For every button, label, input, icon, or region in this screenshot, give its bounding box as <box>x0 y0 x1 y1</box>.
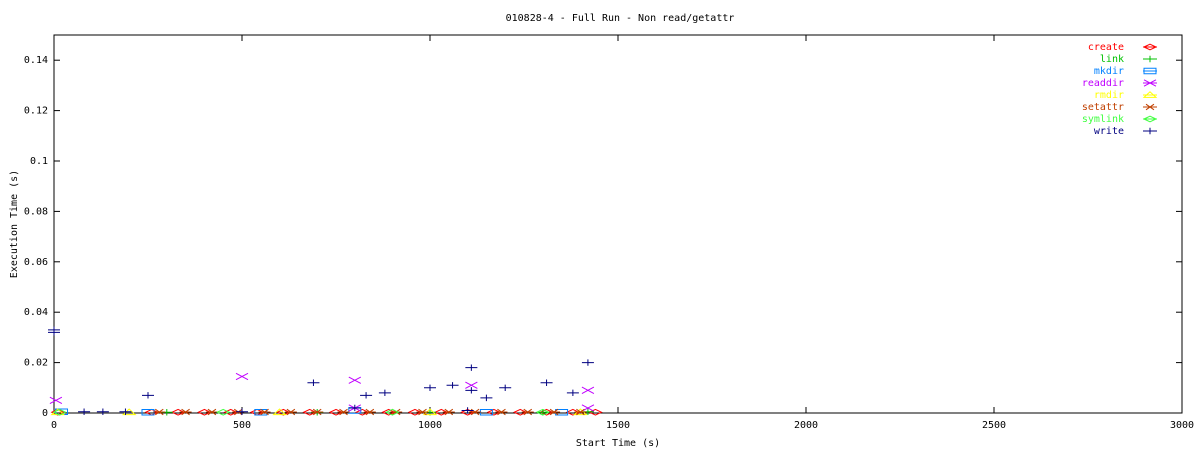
point <box>521 408 534 416</box>
point <box>465 381 478 389</box>
x-tick-label: 3000 <box>1170 420 1194 431</box>
point <box>363 408 376 416</box>
chart-title: 010828-4 - Full Run - Non read/getattr <box>506 13 735 24</box>
point <box>461 407 474 414</box>
point <box>119 408 132 415</box>
y-tick-label: 0.12 <box>24 106 48 117</box>
point <box>446 382 459 389</box>
point <box>479 408 493 416</box>
point <box>548 408 561 416</box>
y-tick-label: 0.04 <box>24 307 48 318</box>
point <box>499 384 512 391</box>
legend-label: readdir <box>1082 78 1124 89</box>
point <box>153 408 166 416</box>
point <box>574 408 587 416</box>
legend-label: create <box>1088 42 1124 53</box>
point <box>385 408 400 416</box>
y-axis-label: Execution Time (s) <box>9 170 20 278</box>
legend-label: symlink <box>1082 114 1124 125</box>
point <box>235 372 249 381</box>
x-axis-label: Start Time (s) <box>576 438 660 449</box>
point <box>179 408 192 416</box>
point <box>581 359 594 366</box>
point <box>96 408 109 415</box>
point <box>272 408 287 416</box>
point <box>307 379 320 386</box>
point <box>540 379 553 386</box>
point <box>581 386 595 394</box>
x-tick-label: 2000 <box>794 420 818 431</box>
point <box>566 389 579 397</box>
point <box>348 404 361 412</box>
point <box>465 387 478 394</box>
point <box>216 408 231 416</box>
point <box>480 394 493 402</box>
point <box>337 408 350 416</box>
x-tick-label: 1000 <box>418 420 442 431</box>
point <box>236 408 248 415</box>
point <box>495 408 508 416</box>
legend-label: write <box>1094 126 1124 137</box>
point <box>78 408 91 415</box>
point <box>536 409 549 416</box>
point <box>48 329 60 336</box>
x-tick-label: 0 <box>51 420 57 431</box>
x-tick-label: 1500 <box>606 420 630 431</box>
point <box>142 392 154 399</box>
point <box>378 389 391 397</box>
point <box>141 408 155 416</box>
y-tick-label: 0 <box>42 408 48 419</box>
y-tick-label: 0.06 <box>24 257 48 268</box>
x-tick-label: 500 <box>233 420 251 431</box>
point <box>254 408 268 416</box>
legend-label: setattr <box>1082 102 1124 113</box>
point <box>311 408 324 416</box>
point <box>205 408 218 416</box>
point <box>424 384 436 391</box>
point <box>416 408 429 416</box>
point <box>49 396 63 405</box>
y-tick-label: 0.02 <box>24 358 48 369</box>
y-tick-label: 0.1 <box>30 156 48 167</box>
point <box>535 408 550 416</box>
point <box>442 408 455 416</box>
point <box>348 376 362 384</box>
legend-label: mkdir <box>1094 66 1124 77</box>
legend-label: rmdir <box>1094 90 1124 101</box>
point <box>258 408 271 416</box>
x-tick-label: 2500 <box>982 420 1006 431</box>
point <box>52 408 67 416</box>
point <box>465 364 478 371</box>
legend-marker <box>1143 67 1157 75</box>
point <box>360 392 373 399</box>
y-tick-label: 0.14 <box>24 55 48 66</box>
point <box>284 408 297 416</box>
y-tick-label: 0.08 <box>24 206 48 217</box>
legend-label: link <box>1100 54 1124 65</box>
